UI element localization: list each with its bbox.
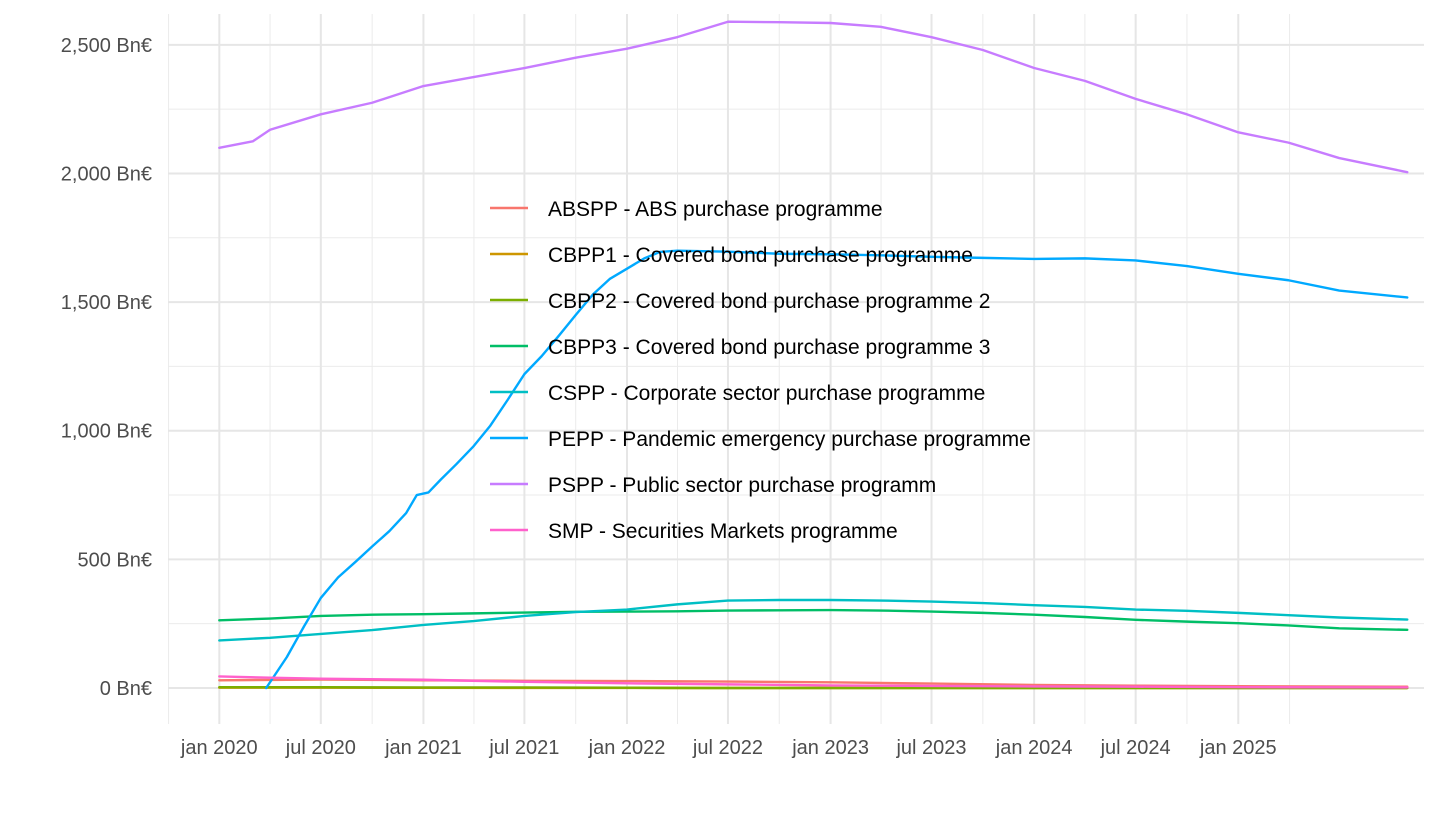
y-tick-label: 2,500 Bn€ bbox=[61, 35, 152, 57]
x-tick-label: jul 2020 bbox=[285, 737, 356, 759]
y-axis: 0 Bn€ 500 Bn€ 1,000 Bn€ 1,500 Bn€ 2,000 Bn€ 2… bbox=[61, 35, 152, 700]
x-tick-label: jul 2023 bbox=[895, 737, 966, 759]
legend-label: CSPP - Corporate sector purchase program… bbox=[548, 382, 985, 405]
legend: ABSPP - ABS purchase programme CBPP1 - Co… bbox=[490, 198, 1031, 543]
x-tick-label: jul 2024 bbox=[1100, 737, 1171, 759]
legend-label: ABSPP - ABS purchase programme bbox=[548, 198, 883, 221]
x-tick-label: jan 2024 bbox=[995, 737, 1073, 759]
legend-label: PSPP - Public sector purchase programm bbox=[548, 474, 936, 497]
x-tick-label: jul 2021 bbox=[488, 737, 559, 759]
series-line-5 bbox=[219, 600, 1407, 640]
x-tick-label: jan 2023 bbox=[791, 737, 869, 759]
x-tick-label: jan 2025 bbox=[1199, 737, 1277, 759]
y-tick-label: 500 Bn€ bbox=[77, 549, 152, 571]
y-tick-label: 2,000 Bn€ bbox=[61, 163, 152, 185]
legend-label: CBPP2 - Covered bond purchase programme … bbox=[548, 290, 990, 313]
legend-label: PEPP - Pandemic emergency purchase progr… bbox=[548, 428, 1031, 451]
minor-gridlines bbox=[168, 14, 1424, 724]
legend-label: CBPP3 - Covered bond purchase programme … bbox=[548, 336, 990, 359]
x-axis: jan 2020 jul 2020 jan 2021 jul 2021 jan 2022… bbox=[180, 737, 1277, 759]
x-tick-label: jan 2022 bbox=[588, 737, 666, 759]
y-tick-label: 1,500 Bn€ bbox=[61, 292, 152, 314]
major-gridlines bbox=[168, 14, 1424, 724]
y-tick-label: 0 Bn€ bbox=[100, 678, 152, 700]
y-tick-label: 1,000 Bn€ bbox=[61, 421, 152, 443]
legend-label: CBPP1 - Covered bond purchase programme bbox=[548, 244, 973, 267]
x-tick-label: jan 2021 bbox=[384, 737, 462, 759]
x-tick-label: jul 2022 bbox=[692, 737, 763, 759]
legend-label: SMP - Securities Markets programme bbox=[548, 520, 898, 543]
x-tick-label: jan 2020 bbox=[180, 737, 258, 759]
